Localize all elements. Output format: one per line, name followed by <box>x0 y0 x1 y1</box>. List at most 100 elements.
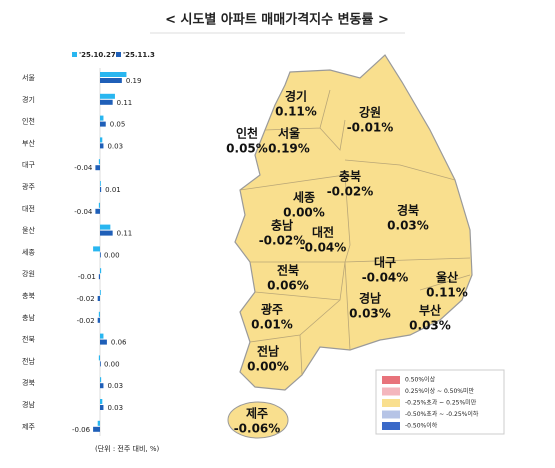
region-name: 전남 <box>257 344 279 359</box>
legend-swatch <box>72 52 77 57</box>
bar <box>100 187 102 192</box>
region-value: 0.19% <box>268 142 310 156</box>
region-value: -0.02% <box>327 185 374 199</box>
region-value: 0.01% <box>251 318 293 332</box>
value-label: -0.02 <box>77 317 95 325</box>
bar <box>98 202 100 208</box>
bar <box>98 355 100 361</box>
region-value: -0.04% <box>300 241 347 255</box>
category-label: 세종 <box>22 247 35 256</box>
region-value: 0.03% <box>349 307 391 321</box>
legend-label: '25.11.3 <box>123 51 155 59</box>
bar <box>100 181 101 186</box>
category-label: 인천 <box>22 117 35 126</box>
category-label: 충북 <box>22 291 35 300</box>
bar <box>100 230 113 236</box>
legend-label: '25.10.27 <box>79 51 116 59</box>
region-name: 대구 <box>374 256 396 270</box>
value-label: 0.11 <box>117 230 133 238</box>
value-label: 0.11 <box>117 99 133 107</box>
region-name: 경북 <box>397 204 419 218</box>
region-name: 경남 <box>359 291 381 306</box>
category-label: 전남 <box>22 356 35 365</box>
category-label: 울산 <box>22 226 35 235</box>
region-value: 0.11% <box>275 105 317 119</box>
jeju <box>227 401 289 439</box>
region-name: 부산 <box>419 303 441 318</box>
value-label: -0.02 <box>77 295 95 303</box>
bar <box>100 93 115 99</box>
category-label: 대구 <box>22 161 35 169</box>
legend-swatch <box>382 422 400 430</box>
bar <box>100 405 104 410</box>
bar <box>93 246 100 252</box>
value-label: -0.01 <box>78 273 96 281</box>
bar <box>100 268 102 274</box>
value-label: 0.05 <box>110 121 126 129</box>
mainland <box>234 54 473 391</box>
region-name: 서울 <box>278 126 300 141</box>
bar <box>100 333 104 339</box>
bar <box>100 361 101 367</box>
borders <box>239 89 471 376</box>
value-label: 0.03 <box>107 142 123 150</box>
value-label: -0.04 <box>74 208 93 216</box>
legend-swatch <box>382 387 400 396</box>
legend-swatch <box>382 399 400 407</box>
region-name: 경기 <box>285 89 307 104</box>
region-name: 광주 <box>261 302 283 317</box>
legend-label: 0.25%이상 ~ 0.50%미만 <box>405 387 475 395</box>
bar <box>97 420 100 426</box>
title: < 시도별 아파트 매매가격지수 변동률 > <box>165 12 389 28</box>
legend-label: 0.50%이상 <box>405 376 436 384</box>
region-value: 0.05% <box>226 142 268 156</box>
unit-note: (단위 : 전주 대비, %) <box>95 444 160 453</box>
value-label: 0.00 <box>104 251 120 259</box>
bar <box>100 72 127 77</box>
legend-label: -0.50%이하 <box>405 422 438 430</box>
bar <box>97 296 100 301</box>
category-label: 제주 <box>22 423 35 431</box>
value-label: 0.03 <box>107 404 123 412</box>
category-label: 경남 <box>22 400 35 409</box>
value-label: -0.04 <box>74 164 93 172</box>
region-name: 울산 <box>436 270 458 285</box>
region-name: 세종 <box>293 190 315 205</box>
legend-swatch <box>382 410 400 419</box>
region-value: -0.01% <box>347 121 394 135</box>
bar <box>100 115 104 121</box>
bar <box>98 311 100 317</box>
category-label: 강원 <box>22 269 35 278</box>
region-value: -0.06% <box>234 422 281 436</box>
region-name: 강원 <box>359 106 381 120</box>
value-label: 0.06 <box>111 339 127 347</box>
bar <box>100 121 106 127</box>
region-value: 0.11% <box>426 286 468 300</box>
region-value: 0.00% <box>247 360 289 374</box>
value-label: 0.00 <box>104 360 120 368</box>
bar <box>93 426 100 432</box>
value-label: 0.19 <box>126 77 142 85</box>
region-name: 제주 <box>246 407 268 421</box>
category-label: 서울 <box>22 73 35 82</box>
bar <box>100 78 122 83</box>
category-label: 충남 <box>22 313 35 322</box>
bar <box>100 383 104 389</box>
category-label: 전북 <box>22 335 35 344</box>
region-value: 0.03% <box>409 319 451 333</box>
region-value: -0.02% <box>259 234 306 248</box>
bar <box>97 317 100 323</box>
category-label: 경기 <box>22 95 35 104</box>
legend-swatch <box>116 52 121 57</box>
bar <box>100 377 102 383</box>
bar <box>100 290 101 295</box>
bar <box>100 137 103 143</box>
bar <box>95 165 100 171</box>
legend-swatch <box>382 376 400 384</box>
bar <box>100 399 103 404</box>
category-label: 부산 <box>22 138 35 147</box>
region-name: 대전 <box>312 225 334 240</box>
bar <box>98 159 100 165</box>
value-label: 0.01 <box>105 186 121 194</box>
